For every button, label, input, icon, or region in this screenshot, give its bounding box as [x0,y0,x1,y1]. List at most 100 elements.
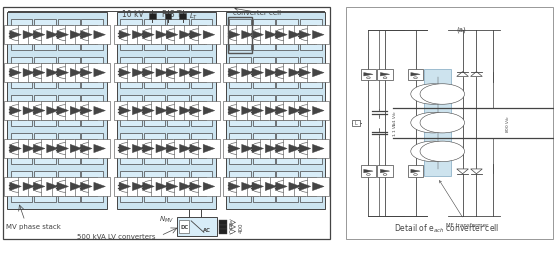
Circle shape [289,186,304,193]
Circle shape [11,148,25,155]
Circle shape [81,148,96,155]
Polygon shape [166,31,178,40]
Bar [247,64,268,83]
Circle shape [411,113,455,133]
Polygon shape [411,170,420,173]
Circle shape [133,181,147,187]
Circle shape [94,105,109,112]
Bar [260,102,281,121]
Circle shape [167,72,182,79]
Circle shape [58,186,72,193]
Circle shape [120,186,134,193]
Bar [174,26,196,45]
Polygon shape [381,170,389,173]
Bar [300,171,322,202]
Polygon shape [23,31,35,40]
Circle shape [94,143,109,150]
Polygon shape [80,31,92,40]
Polygon shape [179,31,191,40]
Circle shape [133,186,147,193]
Bar [34,20,56,51]
Bar [219,225,227,229]
Bar [191,133,212,164]
Circle shape [34,72,49,79]
Circle shape [143,186,158,193]
Polygon shape [143,107,154,115]
Circle shape [58,110,72,117]
Circle shape [229,72,244,79]
Bar [253,133,275,164]
Bar [28,139,50,158]
Bar [81,133,103,164]
Circle shape [242,68,257,74]
Text: 1.1 $V_{dc}$: 1.1 $V_{dc}$ [392,110,399,126]
Bar [270,26,292,45]
Circle shape [58,35,72,41]
Circle shape [300,143,314,150]
Circle shape [156,35,171,41]
Polygon shape [70,31,82,40]
Bar [198,26,219,45]
Circle shape [383,174,387,176]
Circle shape [191,30,205,36]
Circle shape [94,35,109,41]
Circle shape [180,181,194,187]
Circle shape [229,181,244,187]
Bar [167,133,189,164]
Bar [307,64,329,83]
Text: 400: 400 [238,221,243,232]
Circle shape [23,35,38,41]
Polygon shape [70,183,82,191]
Polygon shape [242,145,253,153]
Circle shape [289,35,304,41]
Bar [65,102,86,121]
Bar [28,102,50,121]
Bar [18,102,39,121]
Polygon shape [312,31,324,40]
Polygon shape [299,69,311,77]
Polygon shape [275,107,287,115]
Circle shape [81,186,96,193]
Bar [89,177,110,196]
Circle shape [58,148,72,155]
Text: R S T: R S T [162,10,182,19]
Circle shape [120,148,134,155]
Circle shape [313,105,327,112]
Circle shape [34,68,49,74]
Circle shape [229,68,244,74]
Bar [223,177,245,196]
Polygon shape [119,183,131,191]
Bar [11,96,32,127]
Circle shape [229,110,244,117]
Bar [116,13,216,210]
Bar [151,139,172,158]
Bar [270,177,292,196]
Bar [229,171,251,202]
Bar [11,58,32,89]
Circle shape [143,35,158,41]
Bar [229,58,251,89]
Polygon shape [166,69,178,77]
Circle shape [47,181,61,187]
Circle shape [34,30,49,36]
Bar [120,20,142,51]
Bar [81,171,103,202]
Text: 800 $V_{dc}$: 800 $V_{dc}$ [504,114,512,132]
Circle shape [23,110,38,117]
Circle shape [204,105,218,112]
Bar [174,64,196,83]
Bar [81,20,103,51]
Circle shape [81,143,96,150]
Polygon shape [70,69,82,77]
Bar [75,26,97,45]
Polygon shape [265,145,277,153]
Circle shape [300,110,314,117]
Circle shape [167,110,182,117]
Circle shape [313,143,327,150]
Circle shape [289,72,304,79]
Bar [276,58,298,89]
Polygon shape [10,183,22,191]
Text: AC: AC [203,227,211,232]
Bar [4,139,26,158]
Bar [4,26,26,45]
